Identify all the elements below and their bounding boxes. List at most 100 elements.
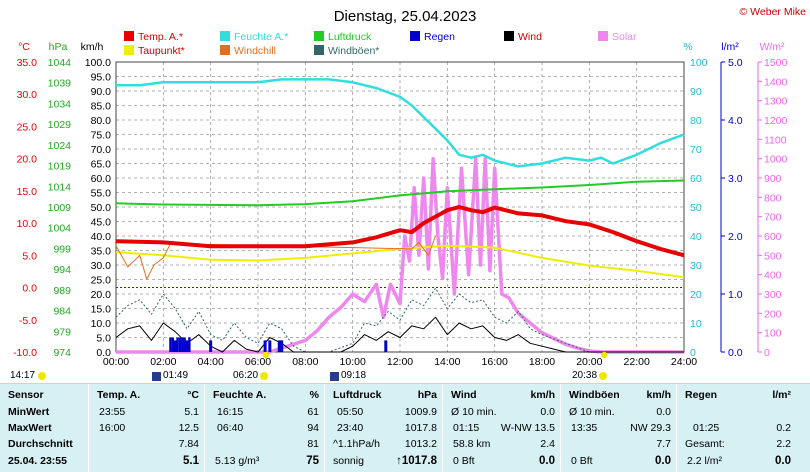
hum-tick-label: 10 bbox=[690, 318, 702, 330]
series-windchill bbox=[115, 235, 436, 280]
series-feuchte-a bbox=[116, 78, 685, 168]
kmh-tick-label: 35.0 bbox=[91, 246, 112, 258]
press-unit: hPa bbox=[417, 389, 437, 401]
kmh-tick-label: 5.0 bbox=[96, 333, 111, 345]
hpa-tick-label: 1044 bbox=[48, 57, 72, 69]
rain-tick-label: 5.0 bbox=[728, 57, 743, 69]
rain-tick-label: 4.0 bbox=[728, 115, 743, 127]
wind-mean: 2.4 bbox=[540, 438, 555, 450]
wind-unit: km/h bbox=[530, 389, 555, 401]
x-tick-label: 00:00 bbox=[103, 356, 129, 368]
hum-abs: 5.13 g/m³ bbox=[215, 455, 260, 467]
gust-head: Windböen bbox=[569, 389, 620, 401]
min-row-label: MinWert bbox=[8, 406, 50, 418]
solar-tick-label: 800 bbox=[764, 192, 782, 204]
gust-max-time: 13:35 bbox=[571, 422, 598, 434]
credit-text: © Weber Mike bbox=[740, 6, 807, 18]
legend-swatch bbox=[504, 31, 514, 41]
solar-tick-label: 1400 bbox=[764, 76, 788, 88]
x-tick-label: 14:00 bbox=[434, 356, 460, 368]
kmh-tick-label: 45.0 bbox=[91, 217, 112, 229]
hpa-tick-label: 1019 bbox=[48, 161, 72, 173]
axis-unit-label: W/m² bbox=[759, 41, 785, 53]
x-tick-label: 02:00 bbox=[150, 356, 176, 368]
temp-tick-label: 10.0 bbox=[17, 218, 38, 230]
chart-series bbox=[115, 78, 685, 354]
humidity-column: Feuchte A.% 16:15 61 06:40 94 81 5.13 g/m³… bbox=[204, 384, 325, 472]
hum-tick-label: 20 bbox=[690, 289, 702, 301]
hum-max-time: 06:40 bbox=[217, 422, 244, 434]
hpa-tick-label: 1009 bbox=[48, 202, 72, 214]
press-min: 1009.9 bbox=[404, 406, 437, 418]
moonset-label: 01:49 bbox=[152, 370, 188, 381]
hpa-tick-label: 1034 bbox=[48, 98, 72, 110]
sunrise-label: 06:20 bbox=[233, 370, 269, 381]
hum-tick-label: 50 bbox=[690, 202, 702, 214]
hpa-tick-label: 989 bbox=[53, 285, 71, 297]
sensor-head: Sensor bbox=[8, 389, 44, 401]
axis-unit-label: l/m² bbox=[721, 41, 739, 53]
temp-min: 5.1 bbox=[184, 406, 199, 418]
sunrise-marker bbox=[262, 351, 270, 359]
kmh-tick-label: 60.0 bbox=[91, 173, 112, 185]
series-solar bbox=[116, 156, 684, 354]
press-max: 1017.8 bbox=[404, 422, 437, 434]
kmh-tick-label: 75.0 bbox=[91, 130, 112, 142]
hum-avg: 81 bbox=[307, 438, 319, 450]
gust-bft: 0 Bft bbox=[571, 455, 593, 467]
legend-label: Wind bbox=[518, 31, 542, 43]
x-tick-label: 10:00 bbox=[340, 356, 366, 368]
temp-max-time: 16:00 bbox=[99, 422, 126, 434]
hum-tick-label: 30 bbox=[690, 260, 702, 272]
solar-tick-label: 1000 bbox=[764, 154, 788, 166]
plot-frame bbox=[115, 61, 685, 353]
legend-label: Temp. A.* bbox=[138, 31, 183, 43]
kmh-tick-label: 85.0 bbox=[91, 101, 112, 113]
max-row-label: MaxWert bbox=[8, 422, 52, 434]
rain-tick-label: 0.0 bbox=[728, 347, 743, 359]
axis-unit-label: hPa bbox=[49, 41, 68, 53]
solar-tick-label: 100 bbox=[764, 328, 782, 340]
x-tick-label: 16:00 bbox=[482, 356, 508, 368]
legend-swatch bbox=[220, 31, 230, 41]
temp-current: 5.1 bbox=[183, 455, 199, 467]
kmh-tick-label: 25.0 bbox=[91, 275, 112, 287]
solar-tick-label: 700 bbox=[764, 212, 782, 224]
gust-unit: km/h bbox=[646, 389, 671, 401]
hum-min: 61 bbox=[307, 406, 319, 418]
chart-legend: Temp. A.* Feuchte A.* Luftdruck Regen Wind So… bbox=[124, 31, 637, 57]
astro-strip: 14:17 01:49 06:20 09:18 20:38 bbox=[0, 369, 810, 383]
temp-tick-label: 0.0 bbox=[22, 283, 37, 295]
wind-avg-label: Ø 10 min. bbox=[451, 406, 497, 418]
hum-head: Feuchte A. bbox=[213, 389, 267, 401]
press-trend-value: 1013.2 bbox=[404, 438, 437, 450]
hpa-tick-label: 1004 bbox=[48, 223, 72, 235]
series-temp-a bbox=[115, 205, 685, 258]
hpa-tick-label: 979 bbox=[53, 326, 71, 338]
press-head: Luftdruck bbox=[333, 389, 382, 401]
rain-bar bbox=[169, 337, 172, 352]
hpa-tick-label: 984 bbox=[53, 306, 71, 318]
temp-tick-label: 25.0 bbox=[17, 121, 38, 133]
gust-max-value: NW 29.3 bbox=[630, 422, 671, 434]
hum-tick-label: 80 bbox=[690, 115, 702, 127]
press-max-time: 23:40 bbox=[337, 422, 364, 434]
wind-column: Wind km/h Ø 10 min. 0.0 01:15 W-NW 13.5 58.… bbox=[442, 384, 561, 472]
temp-tick-label: -5.0 bbox=[19, 315, 37, 327]
kmh-tick-label: 50.0 bbox=[91, 202, 112, 214]
hpa-tick-label: 974 bbox=[53, 347, 71, 359]
avg-row-label: Durchschnitt bbox=[8, 438, 73, 450]
rain-max-time: 01:25 bbox=[693, 422, 720, 434]
x-tick-label: 22:00 bbox=[624, 356, 650, 368]
legend-label: Solar bbox=[612, 31, 637, 43]
kmh-tick-label: 55.0 bbox=[91, 188, 112, 200]
temp-column: Temp. A. °C 23:55 5.1 16:00 12.5 7.84 5.1 bbox=[88, 384, 205, 472]
axis-unit-label: km/h bbox=[81, 41, 104, 53]
rain-bar bbox=[263, 340, 267, 352]
sun-icon bbox=[38, 372, 47, 381]
legend-swatch bbox=[314, 45, 324, 55]
temp-avg: 7.84 bbox=[178, 438, 199, 450]
sunrise-icon bbox=[260, 372, 269, 381]
temp-min-time: 23:55 bbox=[99, 406, 126, 418]
hum-tick-label: 70 bbox=[690, 144, 702, 156]
